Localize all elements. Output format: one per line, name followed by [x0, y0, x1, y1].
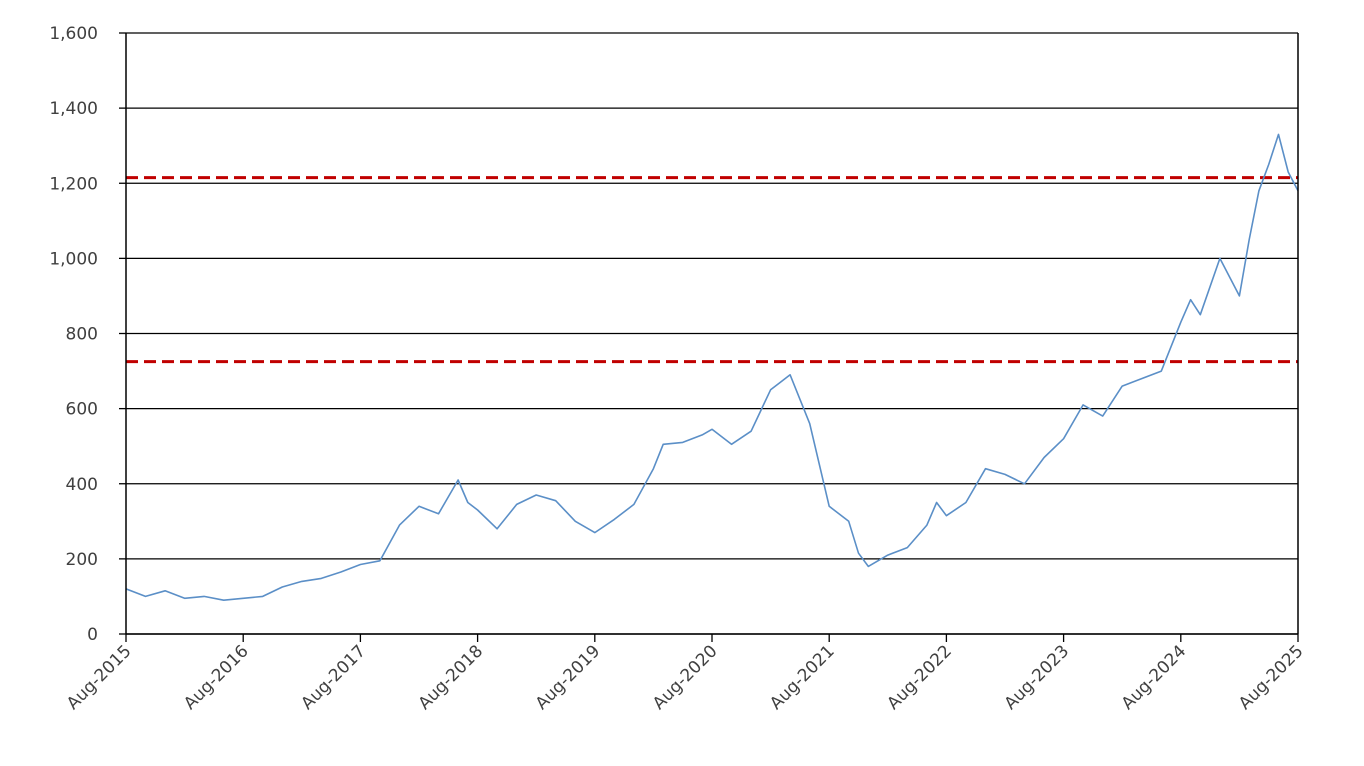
y-tick-label: 0 — [87, 625, 98, 645]
x-tick-label: Aug-2019 — [532, 641, 605, 714]
reference-lines — [126, 176, 1298, 364]
x-tick-label: Aug-2018 — [415, 641, 488, 714]
y-tick-label: 400 — [66, 475, 98, 495]
x-tick-label: Aug-2023 — [1001, 641, 1074, 714]
series-line — [125, 133, 1299, 602]
x-tick-label: Aug-2017 — [297, 641, 370, 714]
x-tick-label: Aug-2022 — [883, 641, 956, 714]
y-tick-label: 200 — [66, 550, 98, 570]
x-tick-label: Aug-2021 — [766, 641, 839, 714]
y-tick-label: 800 — [66, 325, 98, 345]
x-axis-ticks: Aug-2015 Aug-2016 Aug-2017 Aug-2018 Aug-2019… — [63, 634, 1308, 714]
x-tick-label: Aug-2020 — [649, 641, 722, 714]
y-tick-label: 1,200 — [49, 174, 98, 194]
y-tick-label: 600 — [66, 400, 98, 420]
y-tick-label: 1,600 — [49, 24, 98, 44]
x-tick-label: Aug-2024 — [1118, 641, 1191, 714]
gridlines — [126, 32, 1298, 635]
x-tick-label: Aug-2025 — [1235, 641, 1308, 714]
x-tick-label: Aug-2015 — [63, 641, 136, 714]
x-tick-label: Aug-2016 — [180, 641, 253, 714]
y-tick-label: 1,400 — [49, 99, 98, 119]
series-group — [125, 133, 1299, 602]
y-tick-label: 1,000 — [49, 249, 98, 269]
y-axis-ticks: 0 200 400 600 800 1,000 1,200 1,400 1,600 — [49, 24, 126, 645]
